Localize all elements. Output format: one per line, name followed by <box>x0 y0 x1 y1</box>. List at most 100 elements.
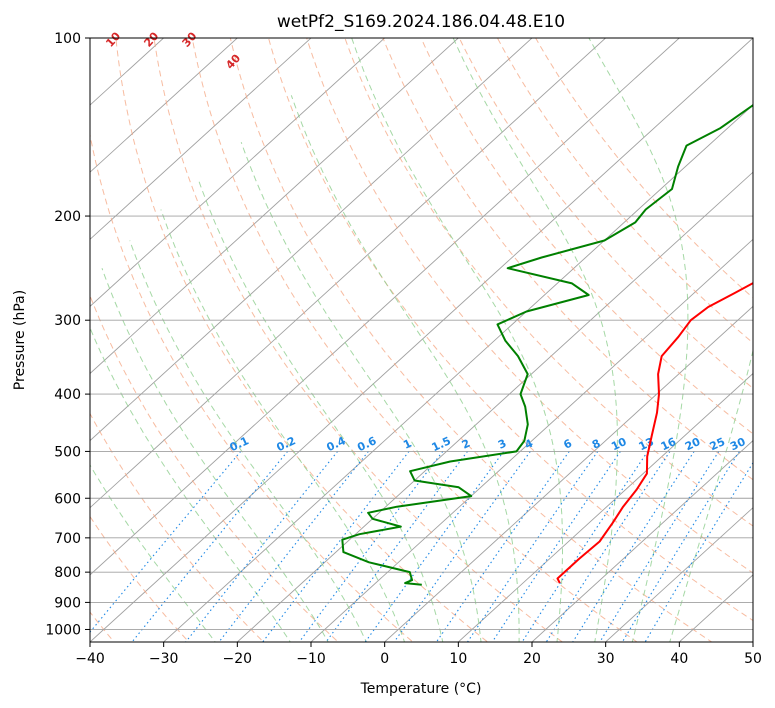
moist-adiabat-line <box>90 326 291 642</box>
profile-lines <box>341 103 753 586</box>
x-tick-label: −20 <box>223 651 253 667</box>
isotherm-line <box>90 38 753 642</box>
moist-adiabat-line <box>290 95 520 642</box>
dry-adiabat-line <box>496 38 753 344</box>
mixing-ratio-label: 25 <box>708 435 727 453</box>
y-tick-label: 700 <box>54 531 81 547</box>
dry-adiabat-label: 20 <box>141 29 161 49</box>
moist-adiabat-line <box>240 142 482 642</box>
isotherm-line <box>383 305 753 642</box>
x-tick-label: −10 <box>296 651 326 667</box>
mixing-ratio-label: 20 <box>683 435 703 453</box>
y-tick-label: 600 <box>54 491 81 507</box>
y-axis: 1000 900 800 700 600 500 400 300 200 100 <box>45 31 90 638</box>
pressure-gridlines <box>90 38 753 630</box>
adiabat-labels: 10 20 30 40 <box>103 29 243 71</box>
dry-adiabat-line <box>90 132 414 642</box>
x-tick-label: 40 <box>670 651 688 667</box>
mixing-ratio-line <box>364 451 505 642</box>
moist-adiabat-line <box>129 240 367 642</box>
dry-adiabat-line <box>90 515 190 642</box>
mixing-ratio-line <box>393 451 531 642</box>
isotherm-line <box>604 507 753 642</box>
dry-adiabat-line <box>229 38 713 642</box>
y-tick-label: 900 <box>54 595 81 611</box>
mixing-ratio-label: 30 <box>728 435 748 453</box>
dry-adiabat-line <box>458 38 753 389</box>
x-tick-label: 10 <box>449 651 467 667</box>
mixing-ratio-label: 16 <box>659 435 679 453</box>
mixing-ratio-line <box>90 451 242 633</box>
isotherm-line <box>90 38 459 375</box>
isotherm-line <box>162 104 753 642</box>
x-tick-label: −40 <box>75 651 105 667</box>
dry-adiabat-line <box>90 412 265 642</box>
background-lines <box>90 38 753 642</box>
isotherm-line <box>90 38 607 509</box>
isotherm-line <box>678 574 753 642</box>
isotherm-line <box>531 440 753 642</box>
dry-adiabat-label: 10 <box>103 29 123 49</box>
mixing-ratio-line <box>131 451 289 642</box>
dry-adiabat-label: 40 <box>223 51 243 71</box>
y-tick-label: 1000 <box>45 622 81 638</box>
y-tick-label: 300 <box>54 313 81 329</box>
mixing-ratio-label: 1 <box>401 437 413 452</box>
mixing-ratio-line <box>545 451 671 642</box>
dry-adiabat-line <box>382 38 753 481</box>
dry-adiabat-line <box>420 38 753 435</box>
isotherm-line <box>90 38 238 173</box>
dewpoint-profile-line <box>341 103 753 586</box>
moist-adiabat-line <box>160 209 406 642</box>
x-tick-label: 20 <box>523 651 541 667</box>
mixing-ratio-line <box>599 451 720 642</box>
x-tick-label: −30 <box>149 651 179 667</box>
moist-adiabat-line <box>588 38 689 642</box>
mixing-ratio-line <box>435 451 570 642</box>
dry-adiabat-line <box>90 294 339 642</box>
x-tick-label: 30 <box>597 651 615 667</box>
mixing-ratio-line <box>521 451 649 642</box>
moist-adiabat-line <box>90 464 216 642</box>
isotherm-line <box>310 238 753 642</box>
y-tick-label: 100 <box>54 31 81 47</box>
mixing-ratio-line <box>466 451 599 642</box>
y-tick-label: 800 <box>54 565 81 581</box>
mixing-ratio-line <box>262 451 410 642</box>
y-axis-label: Pressure (hPa) <box>12 290 28 390</box>
chart-title: wetPf2_S169.2024.186.04.48.E10 <box>277 12 565 32</box>
mixing-ratio-line <box>491 451 621 642</box>
mixing-ratio-label: 10 <box>609 435 629 453</box>
isotherm-line <box>90 38 312 240</box>
x-tick-label: 0 <box>380 651 389 667</box>
isotherm-line <box>752 641 753 642</box>
x-axis-label: Temperature (°C) <box>360 681 482 697</box>
y-tick-label: 400 <box>54 387 81 403</box>
dry-adiabat-label: 30 <box>180 29 200 49</box>
isotherm-line <box>90 38 386 307</box>
dry-adiabat-line <box>115 38 489 642</box>
x-axis: −40 −30 −20 −10 0 10 20 30 40 50 <box>75 642 762 667</box>
mixing-ratio-label: 6 <box>562 437 575 452</box>
temperature-profile-line <box>556 281 753 584</box>
mixing-ratio-label: 2 <box>460 437 472 452</box>
y-tick-label: 500 <box>54 444 81 460</box>
plot-frame <box>89 37 754 643</box>
isotherm-line <box>457 372 753 642</box>
mixing-ratio-line <box>298 451 444 642</box>
isotherm-line <box>90 38 680 576</box>
dry-adiabat-line <box>153 38 564 642</box>
mixing-ratio-label: 3 <box>496 437 508 452</box>
y-tick-label: 200 <box>54 209 81 225</box>
mixing-ratio-label: 8 <box>590 437 602 452</box>
dry-adiabat-line <box>268 38 753 622</box>
dry-adiabat-line <box>191 38 638 642</box>
x-tick-label: 50 <box>744 651 762 667</box>
moist-adiabat-line <box>669 348 753 642</box>
moist-adiabat-line <box>101 268 329 642</box>
moist-adiabat-line <box>452 38 618 642</box>
mixing-ratio-line <box>621 451 740 642</box>
isotherm-line <box>236 171 753 642</box>
dry-adiabat-line <box>535 38 753 299</box>
